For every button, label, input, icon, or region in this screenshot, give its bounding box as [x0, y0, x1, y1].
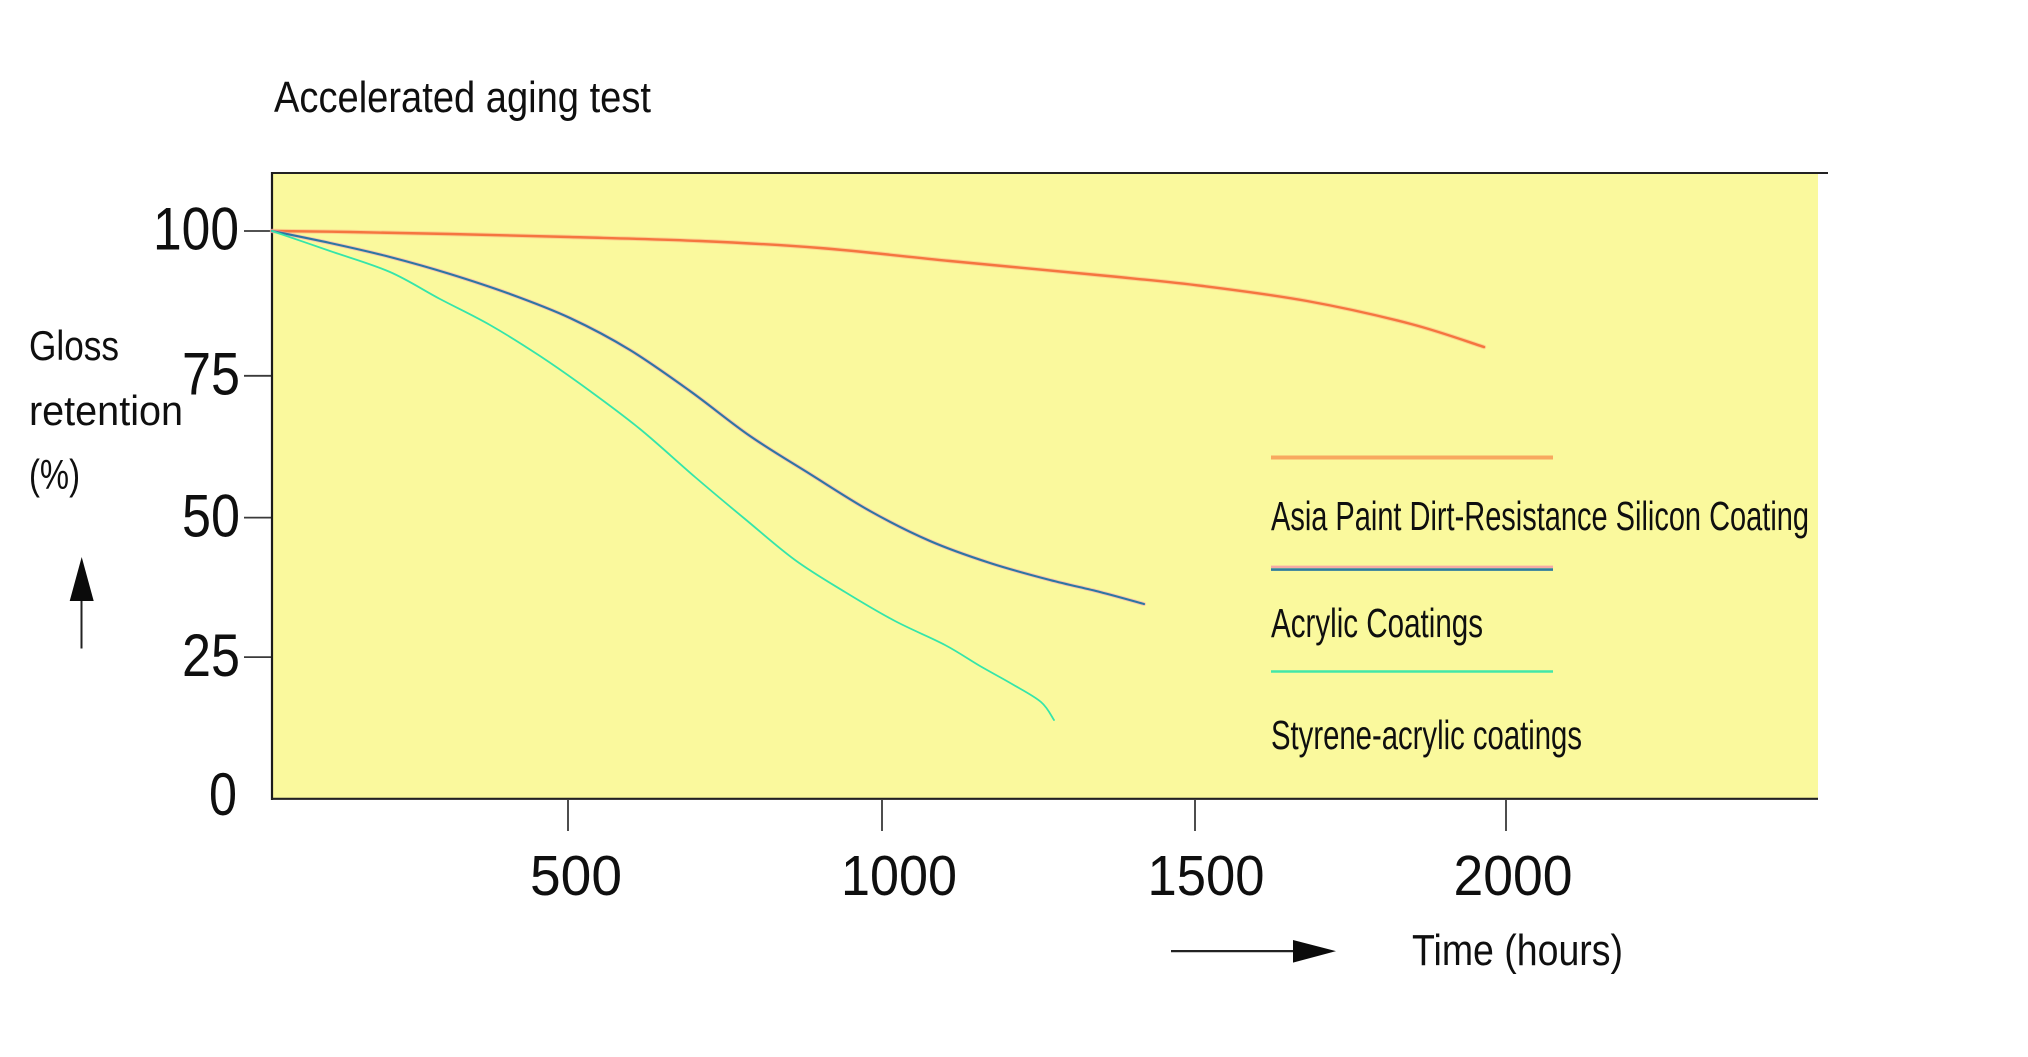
svg-text:500: 500	[530, 844, 622, 908]
svg-text:retention: retention	[29, 387, 183, 434]
svg-text:1000: 1000	[841, 844, 957, 908]
svg-text:100: 100	[153, 196, 239, 263]
svg-text:1500: 1500	[1148, 844, 1265, 908]
svg-text:Acrylic Coatings: Acrylic Coatings	[1271, 600, 1483, 646]
svg-text:50: 50	[182, 482, 240, 549]
svg-text:(%): (%)	[29, 451, 80, 498]
svg-text:75: 75	[182, 341, 240, 408]
svg-text:0: 0	[209, 761, 237, 828]
svg-text:2000: 2000	[1454, 844, 1573, 908]
svg-text:Styrene-acrylic coatings: Styrene-acrylic coatings	[1271, 712, 1582, 758]
svg-text:Gloss: Gloss	[29, 322, 119, 369]
svg-text:Accelerated aging test: Accelerated aging test	[274, 73, 651, 122]
svg-text:25: 25	[182, 622, 240, 689]
svg-text:Asia Paint Dirt-Resistance Sil: Asia Paint Dirt-Resistance Silicon Coati…	[1271, 493, 1809, 539]
svg-text:Time (hours): Time (hours)	[1412, 926, 1623, 975]
